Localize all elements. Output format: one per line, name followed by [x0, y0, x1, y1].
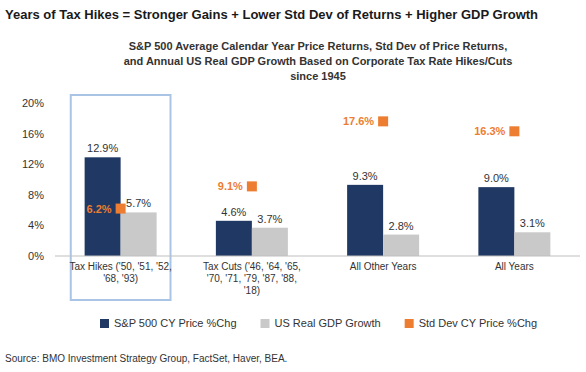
bar [121, 212, 157, 256]
data-label: 9.0% [484, 172, 509, 184]
bar [216, 221, 252, 256]
point [378, 116, 388, 126]
y-tick-label: 12% [22, 158, 44, 170]
legend-swatch [405, 319, 414, 328]
point [116, 204, 126, 214]
data-label: 17.6% [343, 115, 374, 127]
y-tick-label: 20% [22, 97, 44, 109]
bar [478, 187, 514, 256]
data-labels: 12.9% 4.6% 9.3% 9.0% 5.7% 3.7% 2.8% 3.1% 6.2% 9.1… [87, 115, 546, 231]
data-label: 2.8% [389, 220, 414, 232]
bar [85, 157, 121, 256]
y-tick-label: 16% [22, 128, 44, 140]
bar [383, 235, 419, 256]
x-tick-label: All Years [495, 261, 534, 272]
legend-label: S&P 500 CY Price %Chg [114, 317, 237, 329]
legend-swatch [261, 319, 270, 328]
point [247, 181, 257, 191]
data-label: 3.1% [520, 217, 545, 229]
bar [252, 228, 288, 256]
data-label: 9.3% [353, 170, 378, 182]
source: Source: BMO Investment Strategy Group, F… [5, 353, 287, 364]
data-label: 5.7% [126, 197, 151, 209]
data-label: 12.9% [87, 142, 118, 154]
data-label: 9.1% [218, 180, 243, 192]
x-tick-label: Tax Cuts ('46, '64, '65,'70, '71, '79, '… [203, 261, 301, 296]
x-axis-line [55, 256, 580, 257]
legend-swatch [100, 319, 109, 328]
bar [514, 232, 550, 256]
data-label: 3.7% [257, 213, 282, 225]
legend: S&P 500 CY Price %Chg US Real GDP Growth S… [100, 317, 537, 329]
y-tick-label: 4% [28, 219, 44, 231]
legend-label: US Real GDP Growth [275, 317, 381, 329]
data-label: 6.2% [87, 203, 112, 215]
x-tick-label: Tax Hikes ('50, '51, '52,'68, '93) [69, 261, 171, 284]
data-label: 16.3% [474, 125, 505, 137]
title: Years of Tax Hikes = Stronger Gains + Lo… [5, 7, 538, 22]
marks [85, 116, 551, 256]
x-tick-label: All Other Years [350, 261, 417, 272]
bar [347, 185, 383, 256]
subtitle: S&P 500 Average Calendar Year Price Retu… [124, 40, 513, 82]
data-label: 4.6% [221, 206, 246, 218]
y-tick-label: 0% [28, 250, 44, 262]
point [509, 126, 519, 136]
chart: Years of Tax Hikes = Stronger Gains + Lo… [0, 0, 586, 372]
legend-label: Std Dev CY Price %Chg [419, 317, 537, 329]
y-tick-label: 8% [28, 189, 44, 201]
